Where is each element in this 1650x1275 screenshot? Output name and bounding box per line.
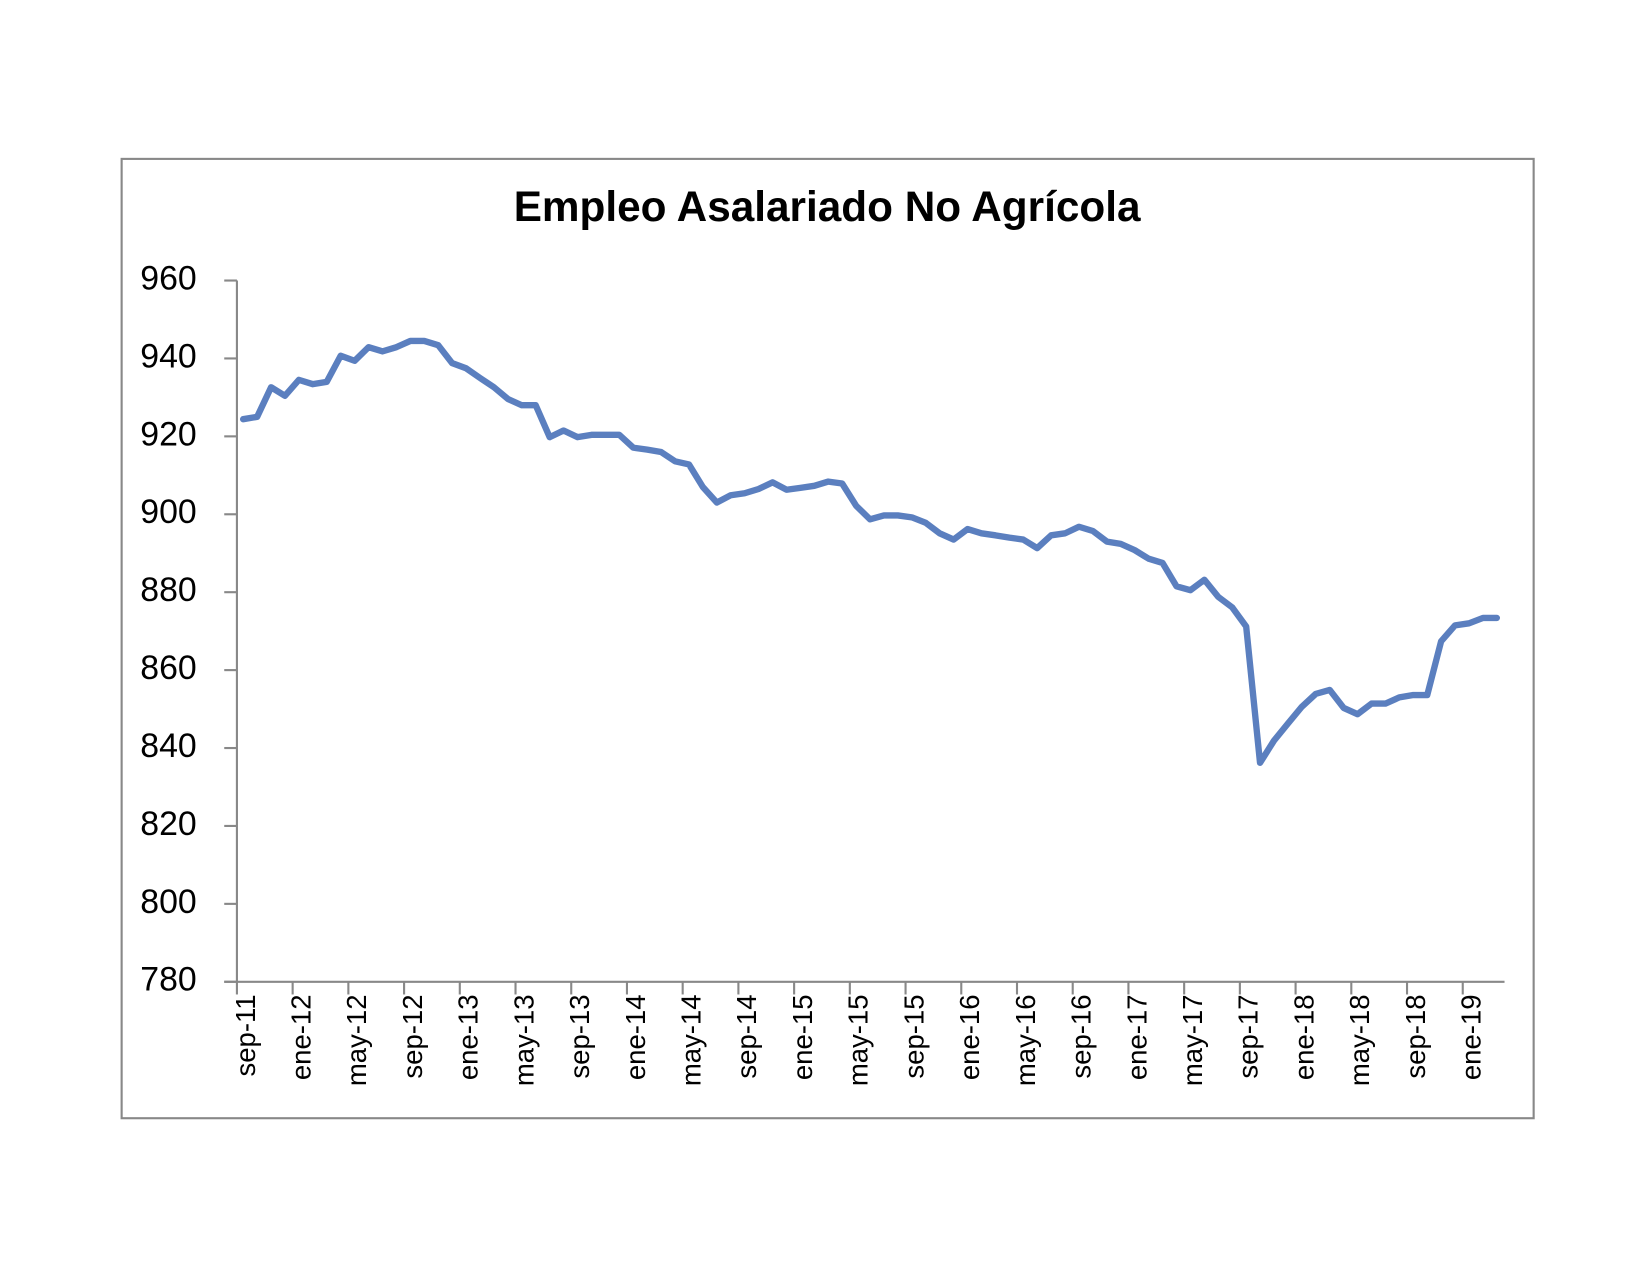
- x-tick-label: sep-15: [898, 994, 929, 1078]
- x-tick-label: ene-12: [285, 994, 316, 1080]
- x-tick-label: may-16: [1010, 994, 1041, 1086]
- x-tick-label: sep-16: [1066, 994, 1097, 1078]
- x-tick-label: ene-18: [1288, 994, 1319, 1080]
- x-tick-label: may-12: [341, 994, 372, 1086]
- x-tick-label: may-14: [676, 994, 707, 1086]
- x-tick-label: ene-15: [787, 994, 818, 1080]
- y-tick-label: 800: [140, 883, 196, 921]
- y-tick-label: 860: [140, 649, 196, 687]
- x-tick-label: may-18: [1344, 994, 1375, 1086]
- y-tick-label: 820: [140, 805, 196, 843]
- data-line: [239, 337, 1501, 767]
- x-tick-label: sep-12: [397, 994, 428, 1078]
- y-tick-label: 900: [140, 493, 196, 531]
- y-tick-label: 880: [140, 571, 196, 609]
- x-tick-label: may-17: [1177, 994, 1208, 1086]
- x-tick-label: ene-14: [620, 994, 651, 1080]
- x-tick-label: ene-19: [1456, 994, 1487, 1080]
- y-tick-label: 840: [140, 727, 196, 765]
- x-tick-label: sep-13: [564, 994, 595, 1078]
- chart-frame: [120, 157, 1535, 1120]
- y-tick-label: 940: [140, 337, 196, 375]
- x-tick-label: ene-16: [954, 994, 985, 1080]
- x-tick-label: sep-14: [731, 994, 762, 1078]
- x-tick-label: ene-13: [453, 994, 484, 1080]
- chart-title: Empleo Asalariado No Agrícola: [514, 183, 1141, 230]
- y-tick-label: 780: [140, 961, 196, 999]
- x-tick-label: sep-17: [1233, 994, 1264, 1078]
- y-tick-label: 960: [140, 259, 196, 297]
- x-tick-label: may-13: [508, 994, 539, 1086]
- x-tick-label: ene-17: [1121, 994, 1152, 1080]
- x-tick-label: may-15: [843, 994, 874, 1086]
- x-tick-label: sep-18: [1400, 994, 1431, 1078]
- x-tick-label: sep-11: [230, 994, 261, 1076]
- y-tick-label: 920: [140, 415, 196, 453]
